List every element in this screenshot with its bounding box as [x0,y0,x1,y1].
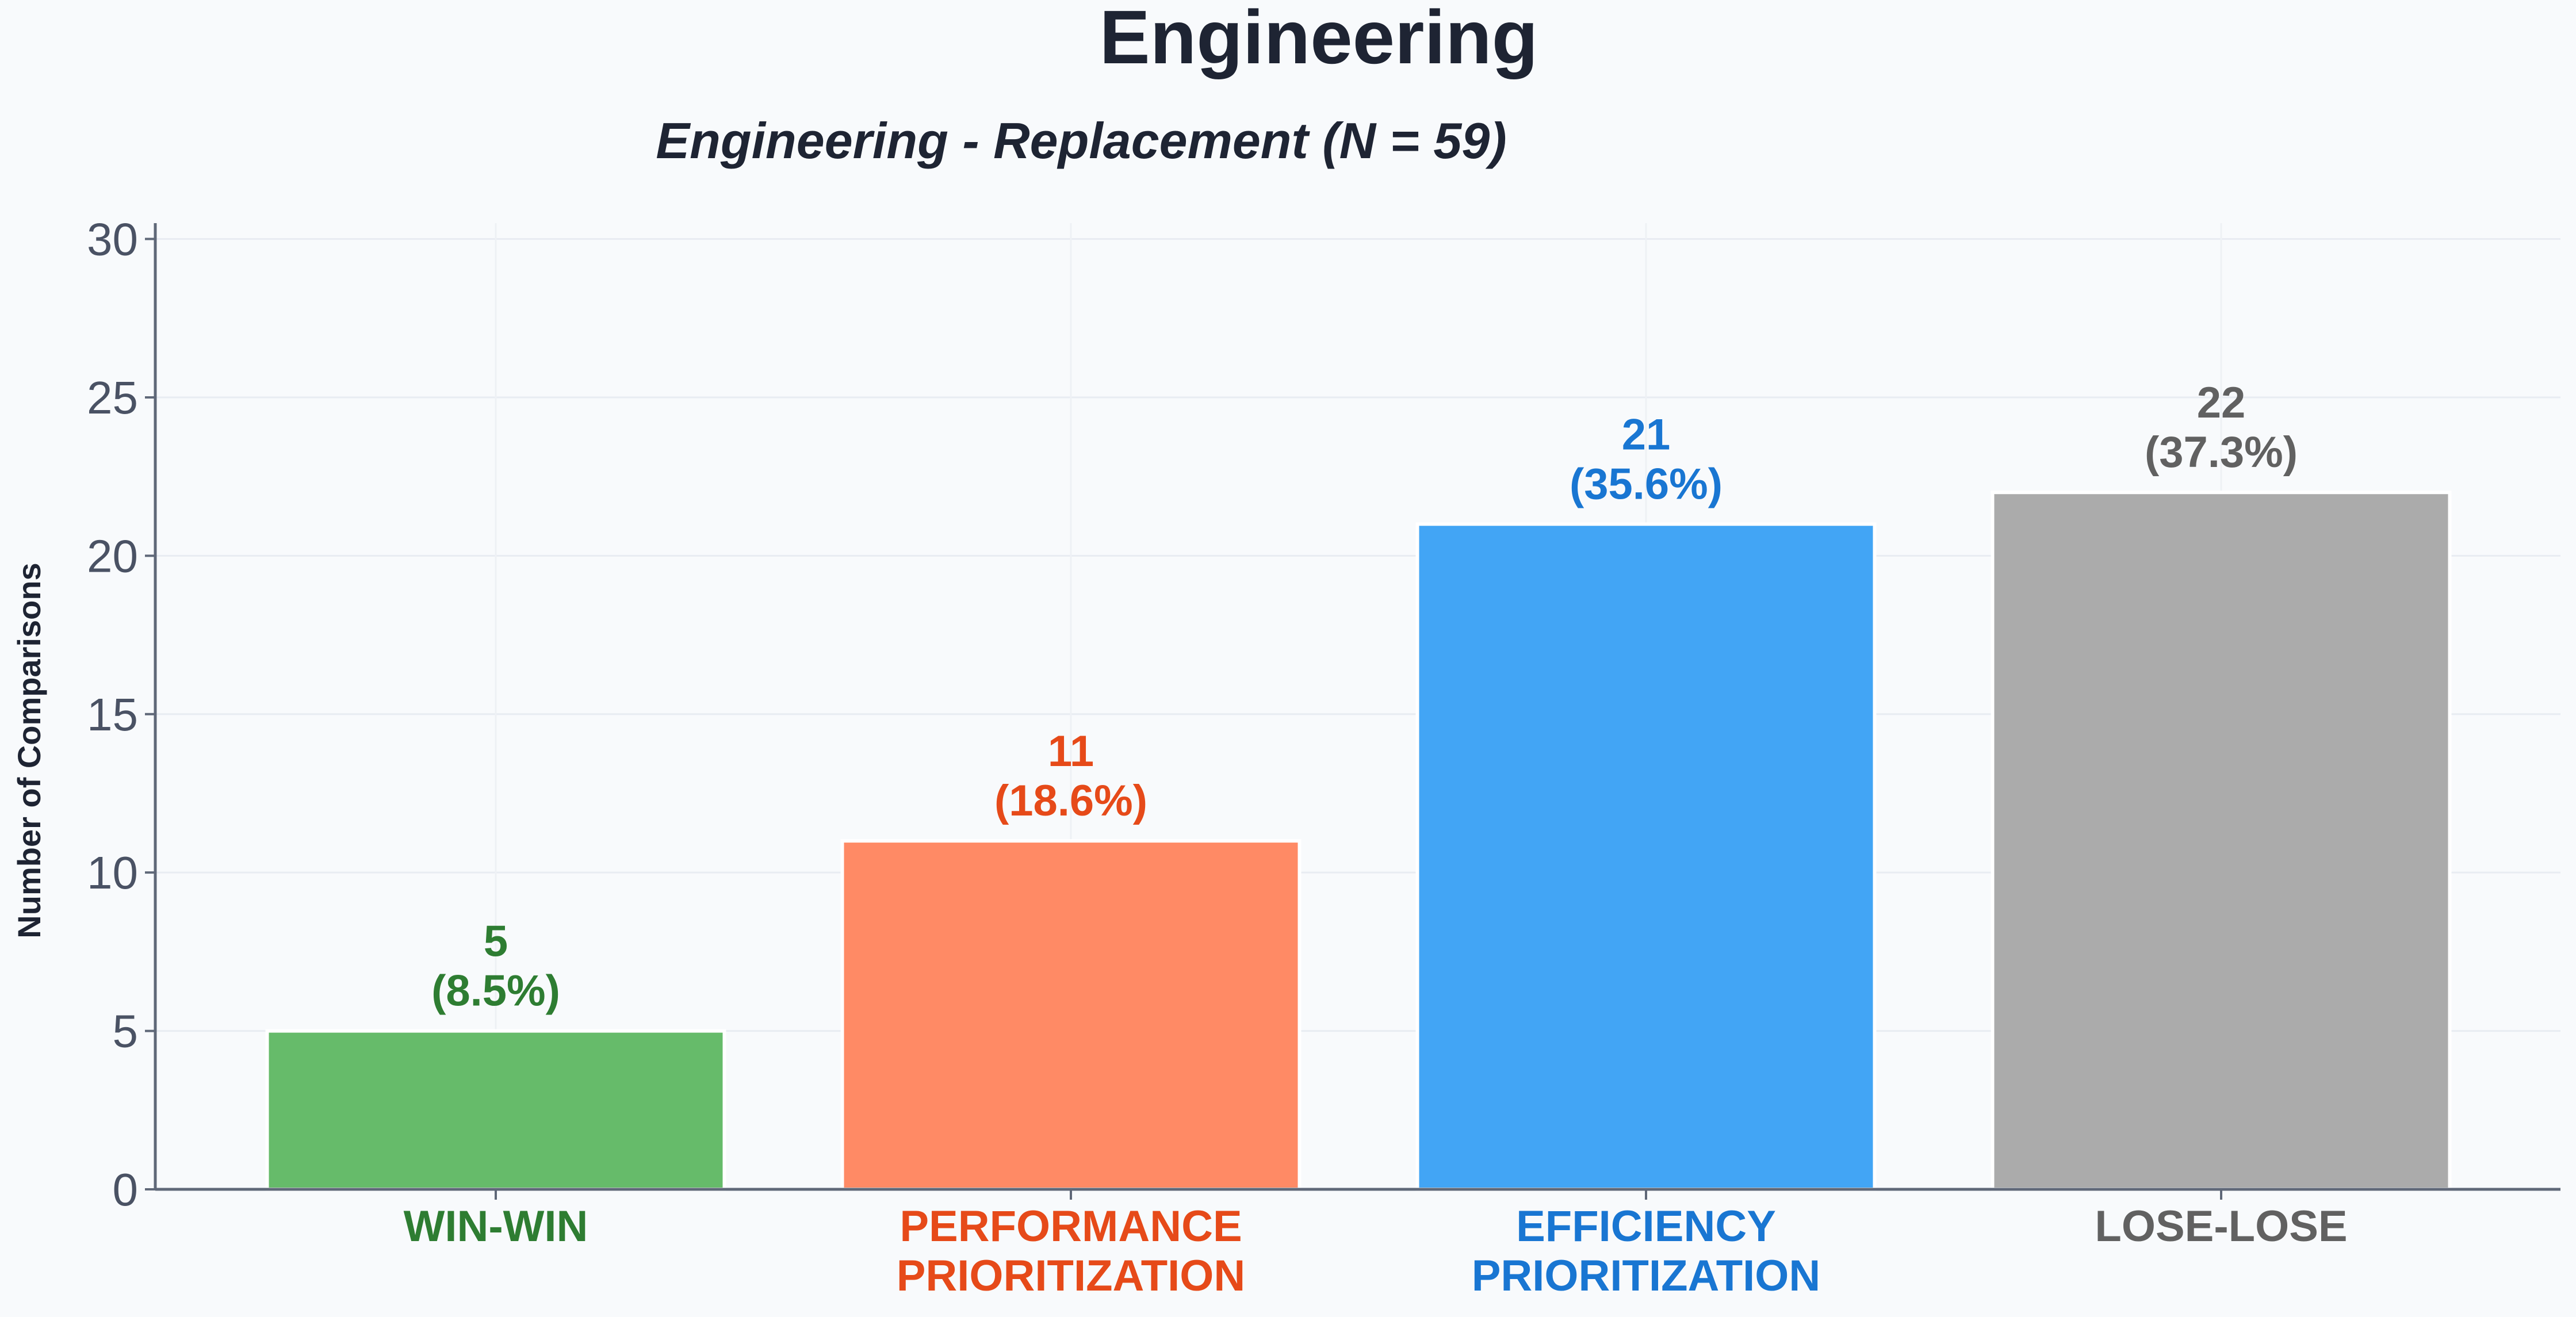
bar-0 [265,1029,726,1192]
data-label-percent-0: (8.5%) [431,967,560,1016]
data-label-value-1: 11 [1048,727,1094,776]
axes: 0 5 10 15 20 25 30 [87,214,2560,1215]
y-tick-label-0: 0 [113,1164,139,1215]
y-tick-label-3: 15 [87,689,138,740]
bar-1 [840,839,1302,1191]
x-tick-label-0-0: WIN-WIN [404,1202,588,1251]
x-tick-label-1-1: PRIORITIZATION [897,1251,1246,1300]
bar-3 [1991,491,2452,1191]
data-label-value-3: 22 [2197,378,2246,427]
y-tick-label-1: 5 [113,1006,139,1057]
data-label-percent-1: (18.6%) [994,776,1147,825]
chart-subtitle: Engineering - Replacement (N = 59) [656,112,1506,169]
y-tick-label-4: 20 [87,530,138,581]
bar-2 [1415,522,1877,1191]
y-tick-label-6: 30 [87,214,138,265]
chart-title: Engineering [1100,0,1538,79]
labels: WIN-WIN PERFORMANCEPRIORITIZATIONEFFICIEN… [404,378,2348,1300]
y-axis-label: Number of Comparisons [11,562,47,938]
y-tick-label-5: 25 [87,372,138,423]
x-tick-label-3-0: LOSE-LOSE [2095,1202,2347,1251]
data-label-value-0: 5 [484,917,508,966]
data-label-percent-2: (35.6%) [1570,460,1723,508]
data-label-percent-3: (37.3%) [2145,428,2298,477]
x-tick-label-1-0: PERFORMANCE [900,1202,1242,1251]
x-tick-label-2-1: PRIORITIZATION [1472,1251,1821,1300]
bars [265,491,2452,1192]
x-tick-label-2-0: EFFICIENCY [1516,1202,1776,1251]
y-tick-label-2: 10 [87,847,138,898]
data-label-value-2: 21 [1622,410,1671,459]
